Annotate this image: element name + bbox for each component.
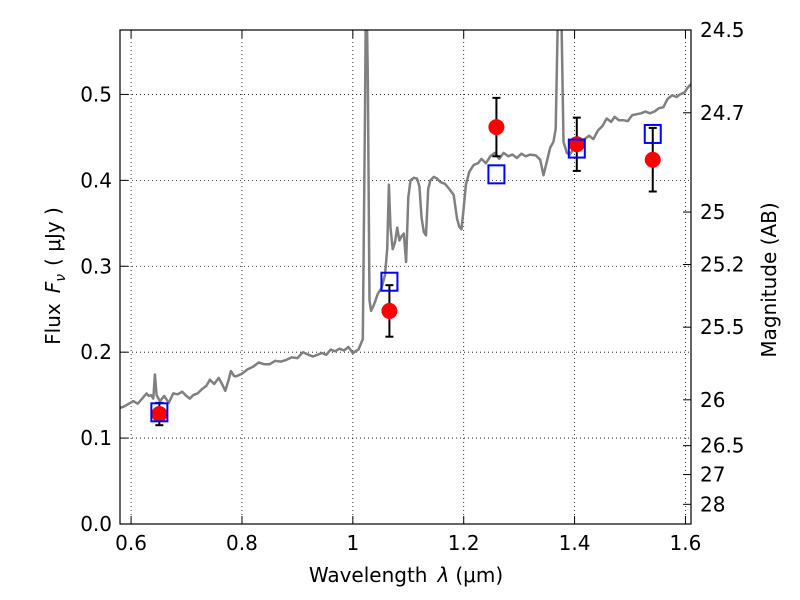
observed-flux-point (381, 302, 398, 319)
magnitude-tick-label: 24.5 (700, 18, 745, 42)
x-tick-label: 1 (346, 531, 359, 555)
magnitude-axis-ticks: 24.5 24.7 25 25.2 25.5 26 26.5 27 28 (683, 18, 745, 516)
magnitude-axis-label: Magnitude (AB) (757, 202, 781, 357)
magnitude-tick-label: 25 (700, 200, 725, 224)
plot-area (120, 30, 691, 524)
magnitude-tick-label: 25.5 (700, 315, 745, 339)
x-tick-label: 0.6 (115, 531, 147, 555)
y-axis-label: FluxFν( μJy ) (41, 207, 69, 345)
model-photometry-square (567, 138, 586, 159)
model-photometry-square (150, 402, 169, 423)
plot-frame (119, 29, 692, 525)
y-tick-label: 0.1 (80, 426, 112, 450)
x-tick-label: 1.6 (670, 531, 702, 555)
magnitude-tick-label: 27 (700, 463, 725, 487)
y-tick-label: 0.4 (80, 168, 112, 192)
y-tick-label: 0.2 (80, 340, 112, 364)
observed-flux-point (644, 151, 661, 168)
model-photometry-square (643, 123, 662, 144)
magnitude-tick-label: 28 (700, 492, 725, 516)
magnitude-tick-label: 26.5 (700, 434, 745, 458)
x-tick-label: 1.4 (559, 531, 591, 555)
x-axis-label: Wavelength λ (μm) (309, 563, 503, 587)
observed-flux-point (488, 119, 505, 136)
x-tick-label: 1.2 (448, 531, 480, 555)
magnitude-tick-label: 24.7 (700, 101, 745, 125)
model-photometry-square (380, 271, 399, 292)
y-tick-label: 0.5 (80, 82, 112, 106)
y-axis-ticks: 0.0 0.1 0.2 0.3 0.4 0.5 (80, 82, 128, 536)
y-tick-label: 0.0 (80, 512, 112, 536)
magnitude-tick-label: 25.2 (700, 253, 745, 277)
model-photometry-squares (150, 123, 662, 423)
observed-flux-point (151, 406, 168, 423)
model-photometry-square (487, 164, 506, 185)
x-tick-label: 0.8 (226, 531, 258, 555)
x-axis-ticks: 0.6 0.8 1 1.2 1.4 1.6 (115, 30, 701, 555)
magnitude-tick-label: 26 (700, 388, 725, 412)
y-tick-label: 0.3 (80, 254, 112, 278)
